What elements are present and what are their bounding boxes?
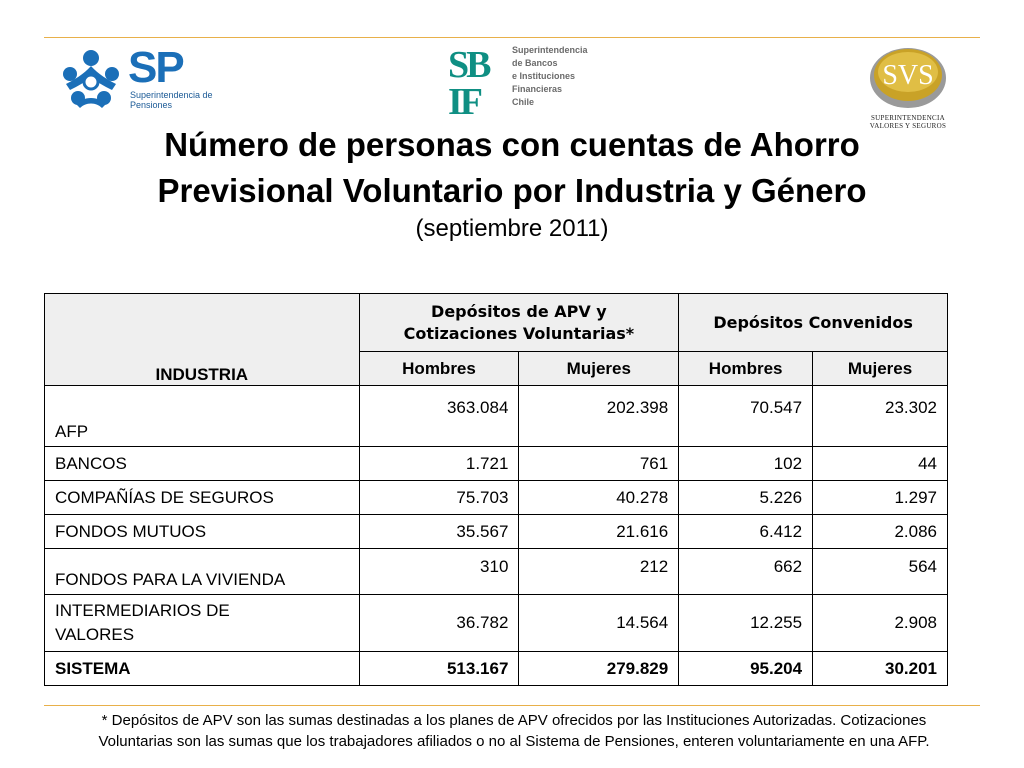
total-row: SISTEMA 513.167 279.829 95.204 30.201 [44, 651, 948, 686]
header-group-apv: Depósitos de APV y Cotizaciones Voluntar… [358, 293, 680, 352]
row-label: BANCOS [44, 446, 360, 481]
top-divider [44, 37, 980, 38]
table-row: FONDOS PARA LA VIVIENDA 310 212 662 564 [44, 548, 948, 595]
title-line-2: Previsional Voluntario por Industria y G… [157, 172, 867, 209]
cell-value: 1.721 [358, 446, 520, 481]
cell-value: 23.302 [812, 385, 948, 447]
subheader-hombres-convenidos: Hombres [678, 351, 814, 386]
cell-value: 14.564 [518, 594, 680, 652]
cell-value: 40.278 [518, 480, 680, 515]
cell-value: 5.226 [678, 480, 814, 515]
table-row: BANCOS 1.721 761 102 44 [44, 446, 948, 481]
sbif-emblem-icon: SB IF [446, 44, 506, 116]
sp-logo-text: SP [128, 43, 185, 92]
cell-value: 310 [358, 548, 520, 595]
data-table: INDUSTRIA Depósitos de APV y Cotizacione… [44, 293, 948, 686]
row-label: FONDOS MUTUOS [44, 514, 360, 549]
table-row: AFP 363.084 202.398 70.547 23.302 [44, 385, 948, 447]
row-label: FONDOS PARA LA VIVIENDA [44, 548, 360, 595]
svg-text:SB: SB [448, 44, 491, 86]
title-line-1: Número de personas con cuentas de Ahorro [164, 126, 860, 163]
cell-value: 513.167 [358, 651, 520, 686]
header-group-convenidos: Depósitos Convenidos [678, 293, 948, 352]
svs-logo: SVS SUPERINTENDENCIA VALORES Y SEGUROS [866, 40, 950, 132]
cell-value: 36.782 [358, 594, 520, 652]
cell-value: 564 [812, 548, 948, 595]
svg-text:SVS: SVS [882, 60, 933, 91]
subheader-mujeres-convenidos: Mujeres [812, 351, 948, 386]
cell-value: 12.255 [678, 594, 814, 652]
cell-value: 21.616 [518, 514, 680, 549]
subheader-mujeres-apv: Mujeres [518, 351, 680, 386]
header-industry: INDUSTRIA [44, 293, 360, 386]
sp-logo: SP Superintendencia de Pensiones [56, 44, 216, 112]
cell-value: 662 [678, 548, 814, 595]
svs-logo-subtitle: SUPERINTENDENCIA VALORES Y SEGUROS [869, 114, 947, 130]
cell-value: 95.204 [678, 651, 814, 686]
cell-value: 2.086 [812, 514, 948, 549]
row-label: COMPAÑÍAS DE SEGUROS [44, 480, 360, 515]
page-title: Número de personas con cuentas de Ahorro… [40, 122, 984, 214]
cell-value: 35.567 [358, 514, 520, 549]
cell-value: 212 [518, 548, 680, 595]
row-label: AFP [44, 385, 360, 447]
row-label: SISTEMA [44, 651, 360, 686]
table-row: INTERMEDIARIOS DE VALORES 36.782 14.564 … [44, 594, 948, 652]
sbif-logo: SB IF Superintendencia de Bancos e Insti… [446, 44, 588, 118]
page-subtitle: (septiembre 2011) [415, 215, 609, 242]
cell-value: 279.829 [518, 651, 680, 686]
sp-logo-subtitle: Superintendencia de Pensiones [130, 90, 213, 110]
cell-value: 202.398 [518, 385, 680, 447]
footnote-line-1: * Depósitos de APV son las sumas destina… [101, 712, 927, 729]
cell-value: 30.201 [812, 651, 948, 686]
cell-value: 70.547 [678, 385, 814, 447]
table-row: COMPAÑÍAS DE SEGUROS 75.703 40.278 5.226… [44, 480, 948, 515]
subheader-hombres-apv: Hombres [358, 351, 520, 386]
footnote-line-2: Voluntarias son las sumas que los trabaj… [98, 733, 930, 750]
cell-value: 2.908 [812, 594, 948, 652]
cell-value: 75.703 [358, 480, 520, 515]
svg-text:IF: IF [448, 81, 482, 116]
cell-value: 1.297 [812, 480, 948, 515]
row-label: INTERMEDIARIOS DE VALORES [44, 594, 360, 652]
cell-value: 363.084 [358, 385, 520, 447]
svs-emblem-icon: SVS [870, 48, 946, 108]
footnote: * Depósitos de APV son las sumas destina… [34, 710, 994, 752]
cell-value: 102 [678, 446, 814, 481]
table-row: FONDOS MUTUOS 35.567 21.616 6.412 2.086 [44, 514, 948, 549]
cell-value: 44 [812, 446, 948, 481]
cell-value: 761 [518, 446, 680, 481]
sbif-logo-subtitle: Superintendencia de Bancos e Institucion… [512, 45, 588, 107]
sp-emblem-icon [63, 50, 119, 108]
cell-value: 6.412 [678, 514, 814, 549]
bottom-divider [44, 705, 980, 706]
